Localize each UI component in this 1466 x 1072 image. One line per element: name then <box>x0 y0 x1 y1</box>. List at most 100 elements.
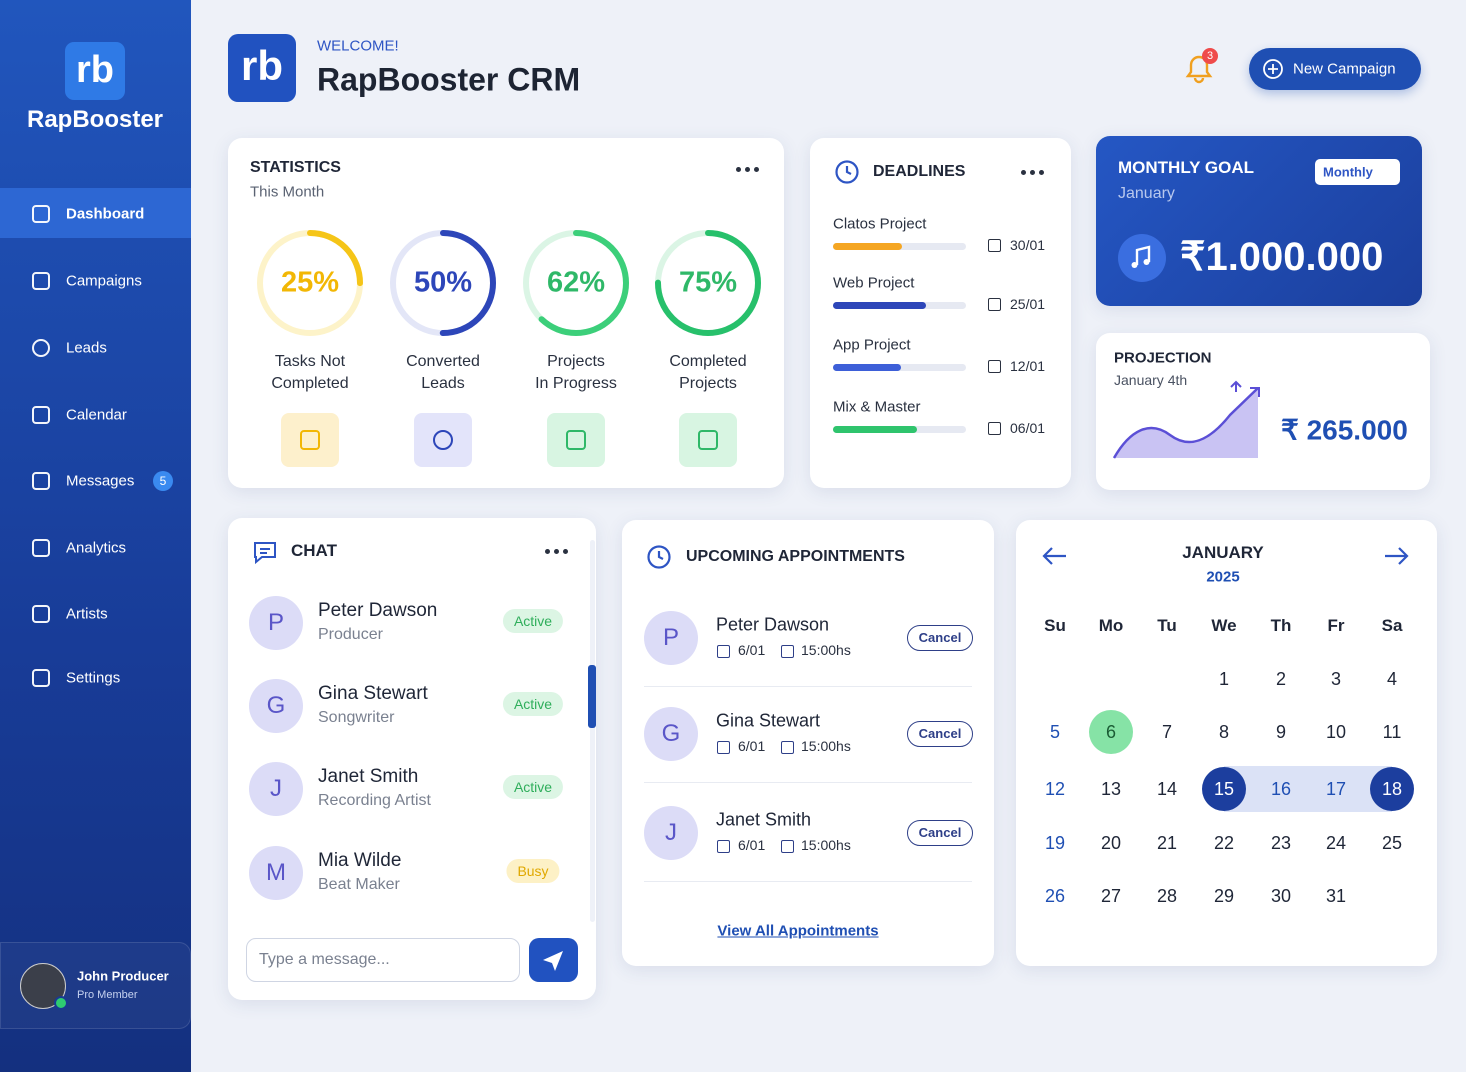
scrollbar-track <box>590 540 595 922</box>
calendar-day[interactable]: 18 <box>1370 767 1414 811</box>
calendar-day[interactable]: 14 <box>1156 779 1178 799</box>
cancel-button[interactable]: Cancel <box>907 625 973 651</box>
sidebar: rb RapBooster John Producer Pro Member <box>0 0 191 1072</box>
nav-label: Dashboard <box>66 205 145 223</box>
calendar-day[interactable]: 20 <box>1100 833 1122 853</box>
period-dropdown[interactable] <box>1315 159 1400 185</box>
weekday: We <box>1211 616 1237 635</box>
new-campaign-button[interactable]: New Campaign <box>1249 48 1421 90</box>
dropdown-label: Monthly <box>1323 164 1373 180</box>
chat-icon <box>254 542 276 565</box>
calendar-day[interactable]: 22 <box>1213 833 1235 853</box>
calendar-day[interactable]: 30 <box>1270 886 1292 906</box>
weekday: Sa <box>1381 616 1403 635</box>
ring-arc <box>523 230 629 336</box>
calendar-day[interactable]: 29 <box>1213 886 1235 906</box>
card-title: DEADLINES <box>873 163 966 180</box>
calendar-day[interactable]: 24 <box>1325 833 1347 853</box>
stat-caption: In Progress <box>535 375 617 392</box>
stat-caption: Leads <box>421 375 465 392</box>
calendar-day[interactable]: 8 <box>1218 722 1229 742</box>
appointment-time: 15:00hs <box>801 837 851 853</box>
progress-bar <box>833 302 927 309</box>
send-button[interactable] <box>529 938 578 982</box>
ring-percent: 50% <box>413 266 473 299</box>
calendar-day[interactable]: 28 <box>1156 886 1178 906</box>
calendar-day[interactable]: 16 <box>1270 779 1292 799</box>
date-icon <box>988 239 1001 252</box>
nav-label: Leads <box>66 339 107 357</box>
status-badge: Busy <box>506 859 560 883</box>
projection-amount: ₹ 265.000 <box>1281 414 1408 446</box>
more-dot[interactable] <box>736 167 741 172</box>
projection-card <box>1096 333 1430 490</box>
more-dot[interactable] <box>754 167 759 172</box>
view-all-link[interactable]: View All Appointments <box>717 922 879 940</box>
card-title: STATISTICS <box>250 159 341 176</box>
nav-label: Settings <box>66 669 121 687</box>
contact-role: Beat Maker <box>318 876 400 893</box>
svg-text:rb: rb <box>241 42 283 89</box>
calendar-day[interactable]: 17 <box>1325 779 1347 799</box>
nav-icon <box>32 539 50 557</box>
calendar-day[interactable]: 7 <box>1161 722 1172 742</box>
calendar-day[interactable]: 25 <box>1381 833 1403 853</box>
calendar-day[interactable]: 9 <box>1275 722 1286 742</box>
clock-icon <box>647 545 671 569</box>
status-badge: Active <box>502 609 564 633</box>
scrollbar-thumb[interactable] <box>588 665 596 728</box>
separator <box>644 881 972 882</box>
more-dot[interactable] <box>1030 170 1035 175</box>
calendar-day[interactable]: 5 <box>1049 722 1060 742</box>
stat-icon <box>281 413 339 467</box>
cancel-button[interactable]: Cancel <box>907 721 973 747</box>
message-input[interactable] <box>246 938 520 982</box>
avatar: G <box>249 679 303 733</box>
bell-icon[interactable] <box>1184 54 1214 84</box>
more-dot[interactable] <box>745 167 750 172</box>
contact-role: Recording Artist <box>318 792 431 809</box>
calendar-day[interactable]: 23 <box>1270 833 1292 853</box>
more-dot[interactable] <box>1039 170 1044 175</box>
calendar-day[interactable]: 1 <box>1218 669 1229 689</box>
date-icon <box>717 741 730 754</box>
calendar-day[interactable]: 31 <box>1325 886 1347 906</box>
calendar-day[interactable]: 13 <box>1100 779 1122 799</box>
next-month[interactable] <box>1381 546 1411 566</box>
calendar-card <box>1016 520 1437 966</box>
calendar-day[interactable]: 3 <box>1330 669 1341 689</box>
calendar-day[interactable]: 10 <box>1325 722 1347 742</box>
weekday: Th <box>1270 616 1292 635</box>
calendar-day[interactable]: 6 <box>1089 710 1133 754</box>
prev-month[interactable] <box>1040 546 1070 566</box>
more-dot[interactable] <box>554 549 559 554</box>
stat-glyph <box>698 430 718 450</box>
range-band <box>1224 766 1392 812</box>
appointment-name: Janet Smith <box>716 809 812 830</box>
calendar-day[interactable]: 21 <box>1156 833 1178 853</box>
stat-caption: Completed <box>271 375 349 392</box>
nav-icon <box>32 605 50 623</box>
calendar-day[interactable]: 2 <box>1275 669 1286 689</box>
calendar-day[interactable]: 19 <box>1044 833 1066 853</box>
input-placeholder: Type a message... <box>259 951 390 968</box>
calendar-day[interactable]: 11 <box>1382 722 1402 742</box>
calendar-day[interactable]: 4 <box>1386 669 1397 689</box>
calendar-day[interactable]: 12 <box>1044 779 1066 799</box>
contact-role: Producer <box>318 626 383 643</box>
calendar-day[interactable]: 27 <box>1100 886 1122 906</box>
calendar-day[interactable]: 15 <box>1202 767 1246 811</box>
deadline-name: Web Project <box>833 274 915 292</box>
nav-icon <box>32 472 50 490</box>
more-dot[interactable] <box>563 549 568 554</box>
nav-badge: 5 <box>153 471 173 491</box>
more-dot[interactable] <box>545 549 550 554</box>
more-dot[interactable] <box>1021 170 1026 175</box>
nav-label: Artists <box>66 605 108 623</box>
separator <box>644 686 972 687</box>
calendar-day[interactable]: 26 <box>1044 886 1066 906</box>
nav-icon <box>32 339 50 357</box>
cancel-button[interactable]: Cancel <box>907 820 973 846</box>
chat-card <box>228 518 596 1000</box>
clock-icon <box>835 160 859 184</box>
